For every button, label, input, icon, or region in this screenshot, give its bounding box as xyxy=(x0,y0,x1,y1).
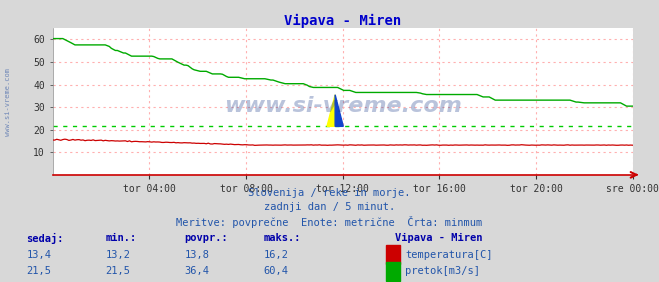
Text: 13,2: 13,2 xyxy=(105,250,130,259)
Text: povpr.:: povpr.: xyxy=(185,233,228,243)
Title: Vipava - Miren: Vipava - Miren xyxy=(284,14,401,28)
Text: 60,4: 60,4 xyxy=(264,266,289,276)
Text: 21,5: 21,5 xyxy=(105,266,130,276)
Text: min.:: min.: xyxy=(105,233,136,243)
Text: zadnji dan / 5 minut.: zadnji dan / 5 minut. xyxy=(264,202,395,212)
Text: 21,5: 21,5 xyxy=(26,266,51,276)
Text: www.si-vreme.com: www.si-vreme.com xyxy=(5,67,11,136)
Polygon shape xyxy=(327,95,335,126)
Polygon shape xyxy=(335,95,343,126)
Text: 13,4: 13,4 xyxy=(26,250,51,259)
Text: www.si-vreme.com: www.si-vreme.com xyxy=(224,96,461,116)
Text: 36,4: 36,4 xyxy=(185,266,210,276)
Text: 16,2: 16,2 xyxy=(264,250,289,259)
Text: Vipava - Miren: Vipava - Miren xyxy=(395,233,483,243)
Text: 13,8: 13,8 xyxy=(185,250,210,259)
Text: pretok[m3/s]: pretok[m3/s] xyxy=(405,266,480,276)
Text: Slovenija / reke in morje.: Slovenija / reke in morje. xyxy=(248,188,411,197)
Text: temperatura[C]: temperatura[C] xyxy=(405,250,493,259)
Text: sedaj:: sedaj: xyxy=(26,233,64,244)
Text: maks.:: maks.: xyxy=(264,233,301,243)
Text: Meritve: povprečne  Enote: metrične  Črta: minmum: Meritve: povprečne Enote: metrične Črta:… xyxy=(177,216,482,228)
